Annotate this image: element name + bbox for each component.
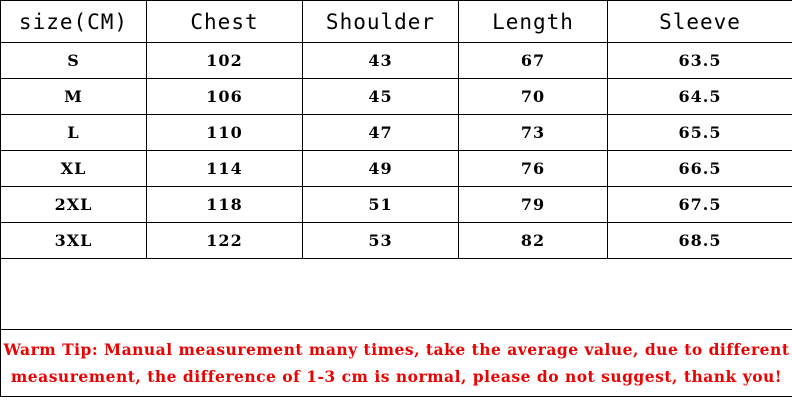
sleeve-cell: 68.5 (607, 222, 792, 259)
length-cell: 70 (458, 78, 608, 115)
shoulder-cell: 53 (302, 222, 459, 259)
size-cell: L (0, 114, 147, 151)
table-row-xl: XL 114 49 76 66.5 (0, 150, 792, 187)
column-header-shoulder: Shoulder (302, 0, 459, 43)
chest-cell: 122 (146, 222, 303, 259)
table-row-l: L 110 47 73 65.5 (0, 114, 792, 151)
spacer-row (0, 258, 792, 330)
column-header-chest: Chest (146, 0, 303, 43)
chest-cell: 102 (146, 42, 303, 79)
chest-cell: 106 (146, 78, 303, 115)
sleeve-cell: 66.5 (607, 150, 792, 187)
chest-cell: 110 (146, 114, 303, 151)
column-header-length: Length (458, 0, 608, 43)
warning-text-line-2: measurement, the difference of 1-3 cm is… (10, 367, 783, 386)
chest-cell: 118 (146, 186, 303, 223)
shoulder-cell: 47 (302, 114, 459, 151)
sleeve-cell: 67.5 (607, 186, 792, 223)
shoulder-cell: 49 (302, 150, 459, 187)
table-row-s: S 102 43 67 63.5 (0, 42, 792, 79)
column-header-sleeve: Sleeve (607, 0, 792, 43)
table-row-m: M 106 45 70 64.5 (0, 78, 792, 115)
shoulder-cell: 51 (302, 186, 459, 223)
shoulder-cell: 45 (302, 78, 459, 115)
size-cell: S (0, 42, 147, 79)
table-row-2xl: 2XL 118 51 79 67.5 (0, 186, 792, 223)
table-header-row: size(CM) Chest Shoulder Length Sleeve (0, 0, 792, 43)
chest-cell: 114 (146, 150, 303, 187)
length-cell: 82 (458, 222, 608, 259)
length-cell: 79 (458, 186, 608, 223)
size-cell: 3XL (0, 222, 147, 259)
spacer-cell (0, 258, 792, 330)
shoulder-cell: 43 (302, 42, 459, 79)
table-row-3xl: 3XL 122 53 82 68.5 (0, 222, 792, 259)
warning-row: Warm Tip: Manual measurement many times,… (0, 329, 792, 397)
warning-text-line-1: Warm Tip: Manual measurement many times,… (3, 340, 790, 359)
size-cell: XL (0, 150, 147, 187)
length-cell: 76 (458, 150, 608, 187)
length-cell: 67 (458, 42, 608, 79)
sleeve-cell: 64.5 (607, 78, 792, 115)
sleeve-cell: 63.5 (607, 42, 792, 79)
size-cell: 2XL (0, 186, 147, 223)
length-cell: 73 (458, 114, 608, 151)
warning-cell: Warm Tip: Manual measurement many times,… (0, 329, 792, 397)
sleeve-cell: 65.5 (607, 114, 792, 151)
size-cell: M (0, 78, 147, 115)
column-header-size: size(CM) (0, 0, 147, 43)
